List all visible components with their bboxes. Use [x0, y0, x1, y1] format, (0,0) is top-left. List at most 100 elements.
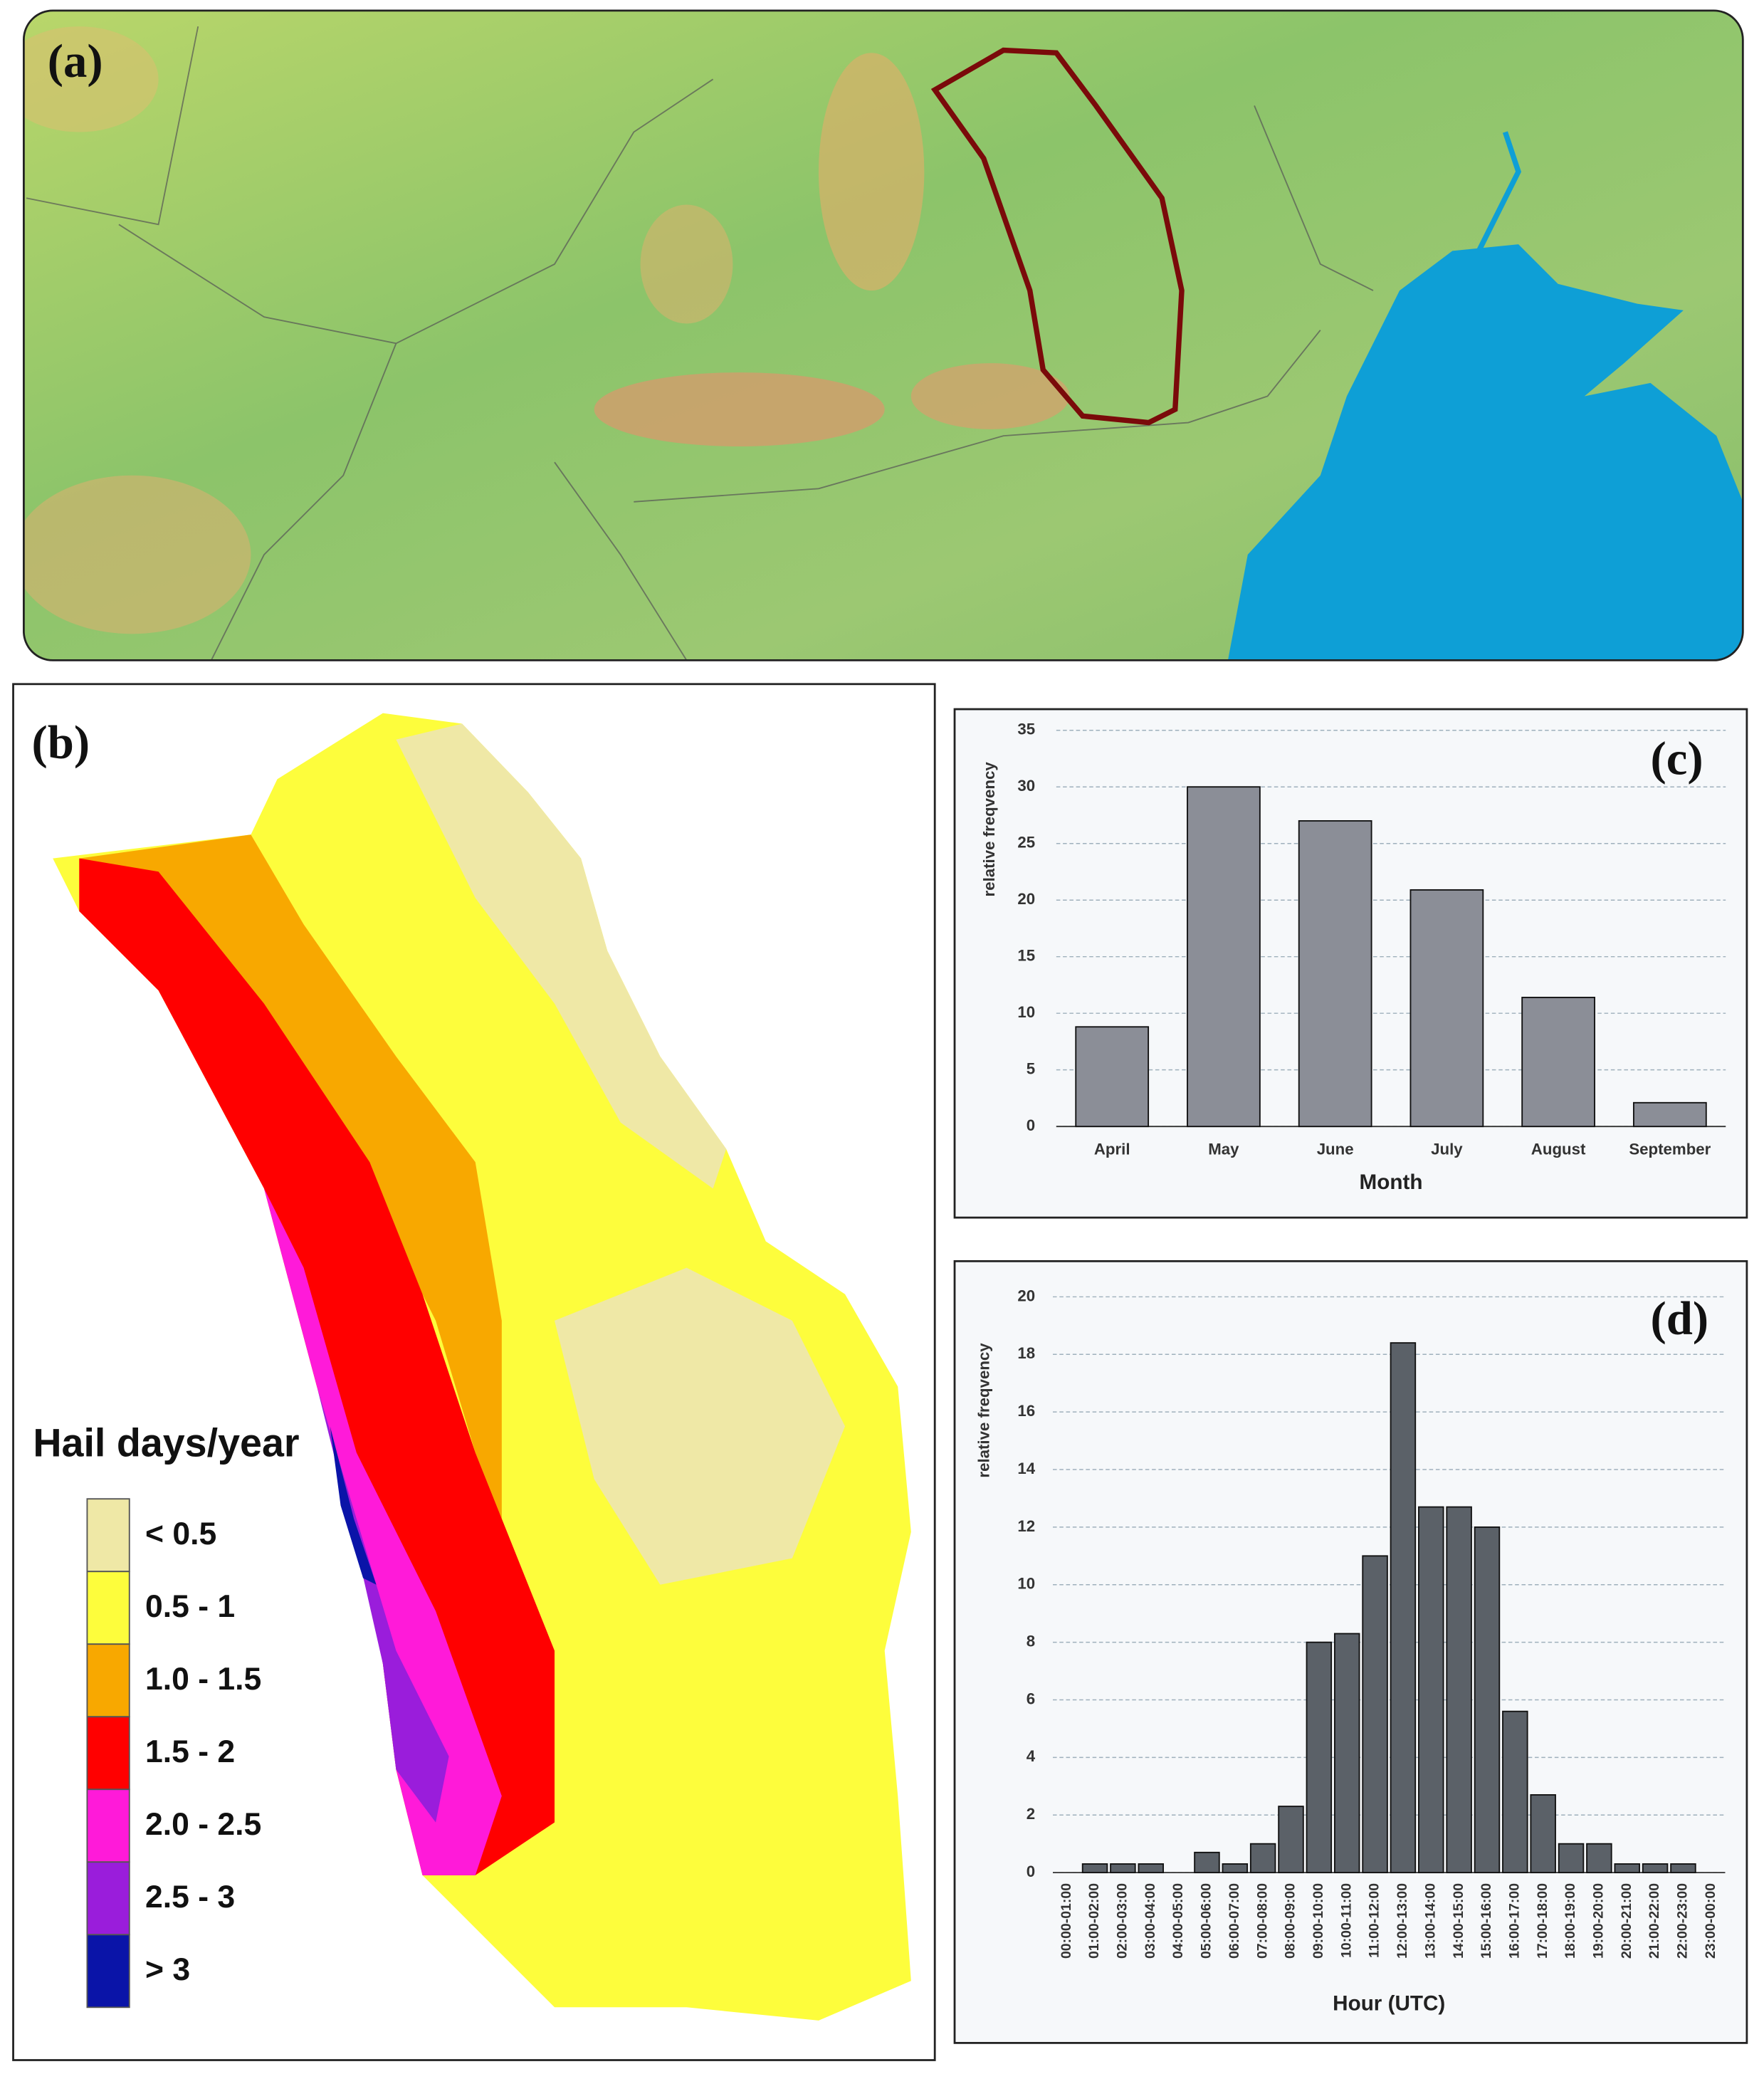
y-tick-label: 20	[1017, 1287, 1035, 1304]
x-tick-label: 04:00-05:00	[1170, 1883, 1186, 1959]
x-tick-label: 23:00-00:00	[1703, 1883, 1718, 1959]
bar	[1642, 1863, 1669, 1874]
bar	[1194, 1851, 1220, 1874]
y-axis-label: relative freqvency	[980, 762, 998, 897]
y-tick-label: 25	[1017, 834, 1035, 852]
bar	[1418, 1506, 1444, 1874]
x-tick-label: May	[1208, 1140, 1239, 1158]
y-tick-label: 15	[1017, 947, 1035, 965]
legend-swatch	[86, 1861, 130, 1936]
bar-chart: 0 5 10 15 20 25 30 35 April May June July August Sept…	[953, 708, 1748, 1219]
map-a-frame	[22, 9, 1744, 661]
y-tick-label: 30	[1017, 777, 1035, 795]
y-tick-label: 10	[1017, 1575, 1035, 1593]
x-tick-label: 16:00-17:00	[1506, 1883, 1522, 1959]
x-tick-label: 21:00-22:00	[1647, 1883, 1662, 1959]
bar	[1333, 1633, 1360, 1874]
legend-label: > 3	[145, 1952, 190, 1987]
x-tick-label: 06:00-07:00	[1227, 1883, 1242, 1959]
y-tick-label: 8	[1027, 1633, 1035, 1650]
y-tick-label: 35	[1017, 721, 1035, 738]
legend-swatch	[86, 1716, 130, 1791]
bar	[1075, 1026, 1150, 1128]
x-tick-label: August	[1531, 1140, 1586, 1158]
y-tick-label: 16	[1017, 1402, 1035, 1420]
y-tick-label: 2	[1027, 1805, 1035, 1823]
bar	[1474, 1526, 1501, 1874]
x-tick-label: 08:00-09:00	[1283, 1883, 1298, 1959]
bar	[1362, 1555, 1388, 1874]
x-tick-label: 20:00-21:00	[1619, 1883, 1634, 1959]
legend-label: < 0.5	[145, 1517, 216, 1551]
y-axis-label: relative freqvency	[975, 1343, 993, 1478]
legend: < 0.5 0.5 - 1 1.0 - 1.5 1.5 - 2 2.0 - 2.5 2.5…	[86, 1498, 261, 2008]
y-tick-label: 6	[1027, 1690, 1035, 1707]
y-tick-label: 12	[1017, 1517, 1035, 1535]
x-tick-label: July	[1431, 1140, 1463, 1158]
x-tick-label: 17:00-18:00	[1535, 1883, 1550, 1959]
x-tick-label: 03:00-04:00	[1143, 1883, 1158, 1959]
legend-label: 2.0 - 2.5	[145, 1807, 261, 1842]
y-tick-label: 0	[1027, 1863, 1035, 1880]
legend-swatch	[86, 1788, 130, 1863]
legend-swatch	[86, 1934, 130, 2008]
bar	[1614, 1863, 1640, 1874]
x-tick-label: 13:00-14:00	[1422, 1883, 1438, 1959]
x-tick-label: 11:00-12:00	[1367, 1883, 1382, 1958]
x-tick-label: 19:00-20:00	[1591, 1883, 1607, 1959]
x-tick-label: 02:00-03:00	[1115, 1883, 1130, 1959]
bar	[1530, 1794, 1556, 1874]
bar	[1586, 1843, 1612, 1874]
bar	[1138, 1863, 1164, 1874]
bar	[1632, 1101, 1707, 1128]
x-tick-label: 12:00-13:00	[1395, 1883, 1410, 1959]
panel-label: (b)	[32, 717, 90, 769]
x-tick-label: 05:00-06:00	[1199, 1883, 1214, 1959]
bar	[1558, 1843, 1585, 1874]
x-tick-label: 01:00-02:00	[1086, 1883, 1102, 1959]
legend-title: Hail days/year	[33, 1421, 299, 1465]
y-tick-label: 5	[1027, 1060, 1035, 1078]
panel-label: (d)	[1650, 1293, 1708, 1345]
bar	[1187, 786, 1261, 1128]
bar	[1502, 1710, 1528, 1874]
y-tick-label: 4	[1027, 1747, 1036, 1765]
legend-swatch	[86, 1643, 130, 1718]
map-a	[23, 10, 1743, 661]
x-axis-label: Hour (UTC)	[1333, 1991, 1445, 2015]
bar	[1446, 1506, 1472, 1874]
bar	[1670, 1863, 1696, 1874]
x-tick-label: 22:00-23:00	[1675, 1883, 1691, 1959]
bar-chart: 0 2 4 6 8 10 12 14 16 18 20 00:00-01:00 01:00-02:00 0…	[953, 1259, 1748, 2044]
x-tick-label: September	[1629, 1140, 1711, 1158]
y-tick-label: 20	[1017, 890, 1035, 908]
bar	[1222, 1863, 1249, 1874]
y-tick-label: 0	[1027, 1116, 1035, 1134]
bar	[1521, 996, 1595, 1128]
bar	[1298, 819, 1372, 1128]
y-tick-label: 14	[1017, 1460, 1035, 1477]
panel-label: (a)	[48, 36, 103, 88]
map-b	[53, 713, 911, 2021]
x-tick-label: 10:00-11:00	[1338, 1883, 1354, 1958]
legend-swatch	[86, 1498, 130, 1573]
legend-swatch	[86, 1571, 130, 1645]
bar	[1110, 1863, 1136, 1874]
panel-label: (c)	[1650, 733, 1703, 785]
legend-label: 1.0 - 1.5	[145, 1662, 261, 1697]
bar	[1081, 1863, 1108, 1874]
x-tick-label: 07:00-08:00	[1254, 1883, 1270, 1959]
y-tick-label: 10	[1017, 1003, 1035, 1021]
x-tick-label: 09:00-10:00	[1311, 1883, 1326, 1959]
x-tick-label: 14:00-15:00	[1451, 1883, 1466, 1959]
legend-label: 1.5 - 2	[145, 1734, 235, 1769]
legend-label: 0.5 - 1	[145, 1589, 235, 1624]
x-tick-label: 18:00-19:00	[1563, 1883, 1578, 1959]
x-axis-label: Month	[1360, 1170, 1423, 1194]
bar	[1278, 1806, 1304, 1874]
bar	[1390, 1342, 1417, 1874]
y-tick-label: 18	[1017, 1344, 1035, 1362]
x-tick-label: 15:00-16:00	[1479, 1883, 1494, 1959]
